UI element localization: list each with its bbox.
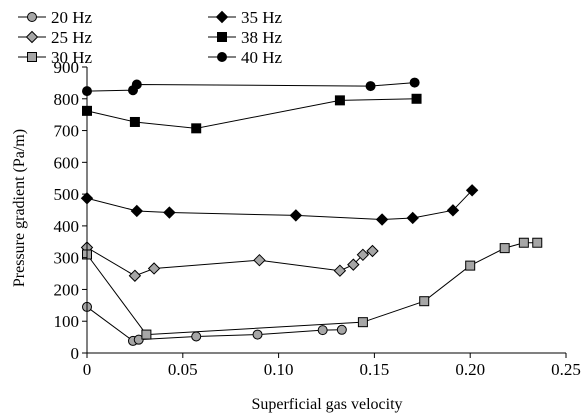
data-point-25-hz [366, 244, 379, 258]
legend-marker [25, 30, 39, 44]
plot-area [80, 77, 543, 346]
data-point-25-hz [356, 248, 370, 262]
series-38-hz [82, 93, 422, 134]
y-tick-label: 500 [54, 185, 80, 204]
legend-item-38-hz: 38 Hz [208, 28, 283, 47]
data-point-38-hz [129, 116, 140, 127]
legend-label: 40 Hz [241, 48, 283, 67]
data-point-20-hz [317, 325, 328, 336]
legend-item-20-hz: 20 Hz [18, 8, 93, 27]
data-point-25-hz [347, 258, 360, 271]
data-point-40-hz [365, 81, 376, 92]
series-line-25-hz [86, 247, 373, 277]
data-point-30-hz [465, 260, 476, 271]
x-axis-title: Superficial gas velocity [251, 396, 402, 413]
legend-label: 35 Hz [241, 8, 283, 27]
legend-marker [217, 52, 227, 62]
data-point-30-hz [499, 243, 510, 254]
y-axis: 0 100 200 300 400 500 600 700 800 900 [54, 58, 88, 363]
data-point-25-hz [128, 269, 142, 282]
data-point-30-hz [419, 296, 430, 307]
y-tick-label: 600 [54, 153, 80, 172]
y-tick-label: 400 [54, 217, 80, 236]
data-point-20-hz [252, 329, 263, 340]
data-point-30-hz [141, 329, 152, 340]
data-point-38-hz [334, 95, 345, 106]
y-tick-label: 200 [54, 280, 80, 299]
data-point-35-hz [465, 184, 479, 197]
data-point-40-hz [131, 79, 142, 90]
series-20-hz [82, 301, 347, 346]
series-25-hz [80, 241, 379, 282]
series-35-hz [80, 184, 479, 226]
x-tick-label: 0.10 [264, 360, 294, 379]
data-point-25-hz [253, 254, 266, 267]
data-point-38-hz [411, 93, 422, 104]
data-point-35-hz [446, 204, 460, 217]
data-point-20-hz [133, 334, 144, 345]
data-point-25-hz [147, 262, 161, 275]
legend-label: 25 Hz [51, 28, 93, 47]
legend-item-40-hz: 40 Hz [208, 48, 283, 67]
x-tick-label: 0.20 [455, 360, 485, 379]
data-point-40-hz [409, 77, 420, 88]
data-point-30-hz [532, 237, 543, 248]
series-line-30-hz [86, 242, 538, 336]
legend-label: 20 Hz [51, 8, 93, 27]
data-point-20-hz [336, 324, 347, 335]
data-point-35-hz [163, 206, 176, 219]
data-point-38-hz [191, 123, 202, 134]
x-axis: 0 0.05 0.10 0.15 0.20 0.25 [83, 352, 581, 379]
legend-marker [217, 32, 227, 42]
legend-marker [27, 12, 37, 22]
legend-label: 30 Hz [51, 48, 93, 67]
legend-item-30-hz: 30 Hz [18, 48, 93, 67]
data-point-25-hz [333, 264, 347, 277]
y-tick-label: 800 [54, 90, 80, 109]
legend-marker [27, 52, 37, 62]
x-tick-label: 0.25 [551, 360, 581, 379]
legend-item-25-hz: 25 Hz [18, 28, 93, 47]
y-tick-label: 100 [54, 312, 80, 331]
legend-label: 38 Hz [241, 28, 283, 47]
series-30-hz [82, 237, 543, 340]
y-tick-label: 900 [54, 58, 80, 77]
data-point-35-hz [289, 209, 303, 222]
legend-marker [215, 10, 229, 24]
data-point-35-hz [375, 213, 389, 226]
data-point-30-hz [518, 237, 529, 248]
y-tick-label: 700 [54, 122, 80, 141]
y-tick-label: 0 [71, 344, 80, 363]
x-tick-label: 0.15 [360, 360, 390, 379]
data-point-35-hz [130, 204, 144, 218]
series-line-20-hz [86, 306, 342, 342]
data-point-20-hz [191, 331, 202, 342]
data-point-30-hz [357, 317, 368, 328]
x-tick-label: 0.05 [168, 360, 198, 379]
legend-item-35-hz: 35 Hz [208, 8, 283, 27]
y-axis-title: Pressure gradient (Pa/m) [11, 129, 28, 287]
data-point-35-hz [406, 211, 419, 225]
series-40-hz [82, 77, 420, 97]
x-tick-label: 0 [83, 360, 92, 379]
y-tick-label: 300 [54, 249, 80, 268]
